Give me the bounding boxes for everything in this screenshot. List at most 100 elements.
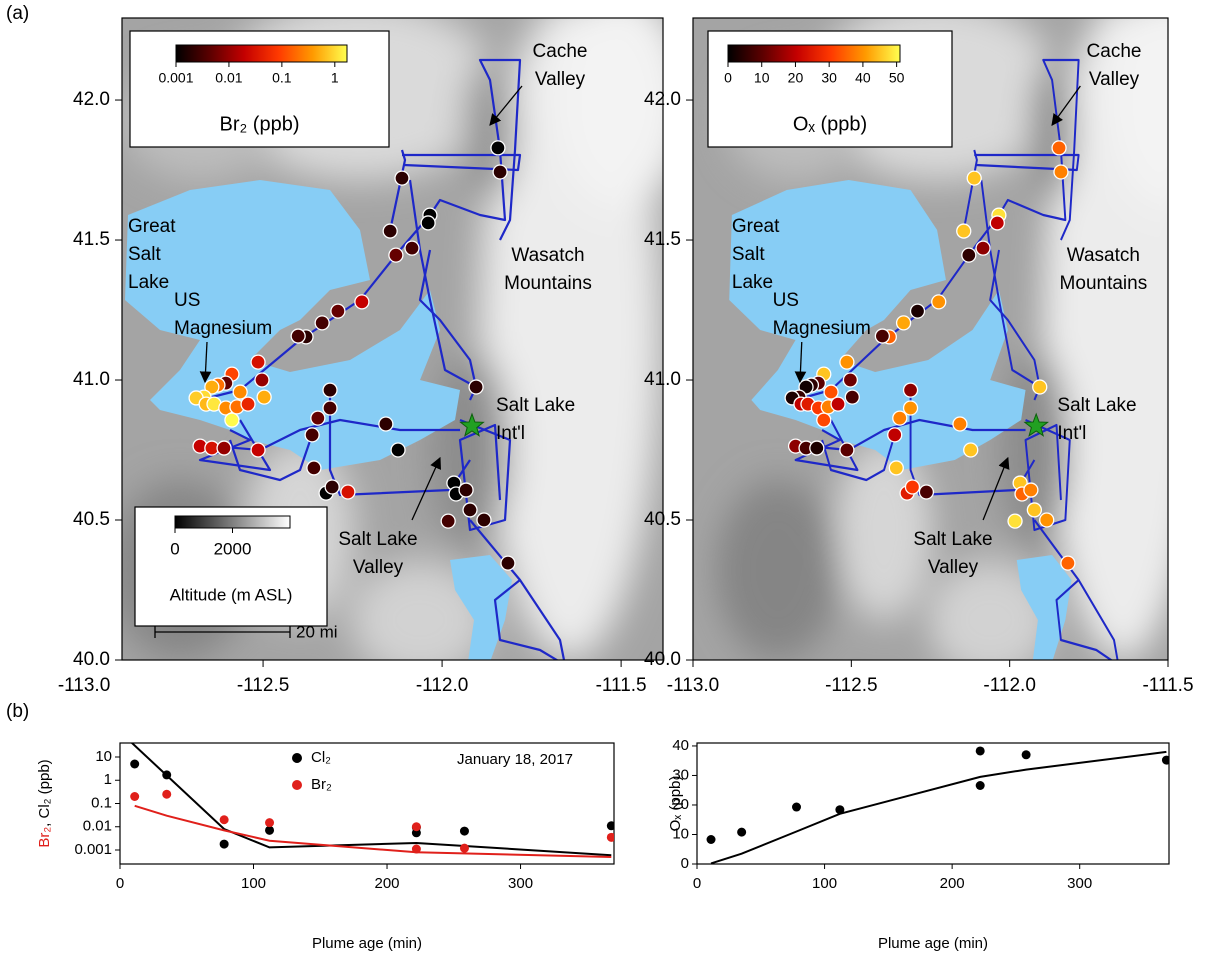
sample-point <box>1033 380 1047 394</box>
sample-point <box>493 165 507 179</box>
sample-point <box>905 480 919 494</box>
annotation: Salt <box>732 244 765 265</box>
sample-point <box>383 224 397 238</box>
annotation: Great <box>732 216 780 237</box>
x-tick-label: 300 <box>1067 875 1092 892</box>
sample-point <box>840 443 854 457</box>
data-point <box>976 781 985 790</box>
sample-point <box>391 443 405 457</box>
annotation: January 18, 2017 <box>457 751 573 768</box>
y-tick-label: 41.5 <box>644 229 681 250</box>
sample-point <box>990 216 1004 230</box>
sample-point <box>395 171 409 185</box>
y-tick-label: 41.0 <box>73 369 110 390</box>
sample-point <box>355 295 369 309</box>
sample-point <box>389 248 403 262</box>
y-tick-label: 1 <box>104 771 112 788</box>
data-point <box>412 845 421 854</box>
sample-point <box>341 485 355 499</box>
x-tick-label: -111.5 <box>1142 675 1193 696</box>
legend-marker <box>292 753 302 763</box>
x-tick-label: 200 <box>940 875 965 892</box>
annotation: US <box>174 290 200 311</box>
x-axis-label: Plume age (min) <box>312 935 422 952</box>
annotation: Valley <box>535 69 586 90</box>
sample-point <box>962 248 976 262</box>
sample-point <box>889 461 903 475</box>
sample-point <box>1054 165 1068 179</box>
x-tick-label: -112.5 <box>825 675 877 696</box>
sample-point <box>469 380 483 394</box>
x-tick-label: 0 <box>116 875 124 892</box>
annotation: Magnesium <box>773 318 871 339</box>
sample-point <box>291 329 305 343</box>
scale-bar-label: 20 mi <box>296 622 338 641</box>
colorbar-label: Br₂ (ppb) <box>219 113 299 135</box>
x-tick-label: -112.0 <box>983 675 1035 696</box>
sample-point <box>1008 514 1022 528</box>
legend-label: Br₂ <box>311 776 332 793</box>
annotation: Int'l <box>496 423 525 444</box>
y-axis-label: Oₓ (ppb) <box>667 776 684 832</box>
sample-point <box>840 355 854 369</box>
sample-point <box>953 417 967 431</box>
colorbar-label: Oₓ (ppb) <box>793 113 867 135</box>
sample-point <box>1052 141 1066 155</box>
sample-point <box>421 216 435 230</box>
annotation: Mountains <box>504 273 592 294</box>
y-tick-label: 40.5 <box>644 509 681 530</box>
y-tick-label: 40 <box>672 737 689 754</box>
sample-point <box>897 316 911 330</box>
sample-point <box>1027 503 1041 517</box>
altitude-tick-label: 0 <box>170 539 179 558</box>
y-tick-label: 40.5 <box>73 509 110 530</box>
sample-point <box>225 413 239 427</box>
data-point <box>835 805 844 814</box>
data-point <box>976 746 985 755</box>
sample-point <box>845 390 859 404</box>
x-tick-label: -111.5 <box>596 675 647 696</box>
annotation: Cache <box>1087 41 1142 62</box>
x-tick-label: -113.0 <box>667 675 719 696</box>
data-point <box>460 844 469 853</box>
altitude-tick-label: 2000 <box>214 539 252 558</box>
y-tick-label: 0.01 <box>83 818 112 835</box>
sample-point <box>817 413 831 427</box>
y-axis-label: Br₂, Cl₂ (ppb) <box>36 759 53 847</box>
sample-point <box>911 304 925 318</box>
annotation: Salt <box>128 244 161 265</box>
data-point <box>220 840 229 849</box>
sample-point <box>932 295 946 309</box>
annotation: Wasatch <box>1067 245 1140 266</box>
sample-point <box>257 390 271 404</box>
annotation: Salt Lake <box>496 395 575 416</box>
sample-point <box>305 428 319 442</box>
data-point <box>412 822 421 831</box>
sample-point <box>888 428 902 442</box>
colorbar-tick-label: 10 <box>754 70 770 86</box>
sample-point <box>976 241 990 255</box>
annotation: Valley <box>353 557 404 578</box>
sample-point <box>501 556 515 570</box>
y-tick-label: 0.1 <box>91 794 112 811</box>
x-tick-label: 100 <box>812 875 837 892</box>
annotation: Salt Lake <box>913 529 992 550</box>
sample-point <box>463 503 477 517</box>
legend-label: Cl₂ <box>311 749 331 766</box>
legend-marker <box>292 780 302 790</box>
annotation: Mountains <box>1060 273 1148 294</box>
sample-point <box>810 441 824 455</box>
colorbar <box>176 45 347 62</box>
colorbar-tick-label: 0.01 <box>215 70 242 86</box>
y-tick-label: 0.001 <box>74 841 112 858</box>
sample-point <box>1061 556 1075 570</box>
figure: (a) (b) -113.0-112.5-112.0-111.540.040.5… <box>0 0 1207 963</box>
sample-point <box>255 373 269 387</box>
colorbar-tick-label: 40 <box>855 70 871 86</box>
sample-point <box>323 383 337 397</box>
y-tick-label: 42.0 <box>644 89 681 110</box>
sample-point <box>875 329 889 343</box>
annotation: Great <box>128 216 176 237</box>
y-tick-label: 0 <box>681 855 689 872</box>
y-tick-label: 42.0 <box>73 89 110 110</box>
